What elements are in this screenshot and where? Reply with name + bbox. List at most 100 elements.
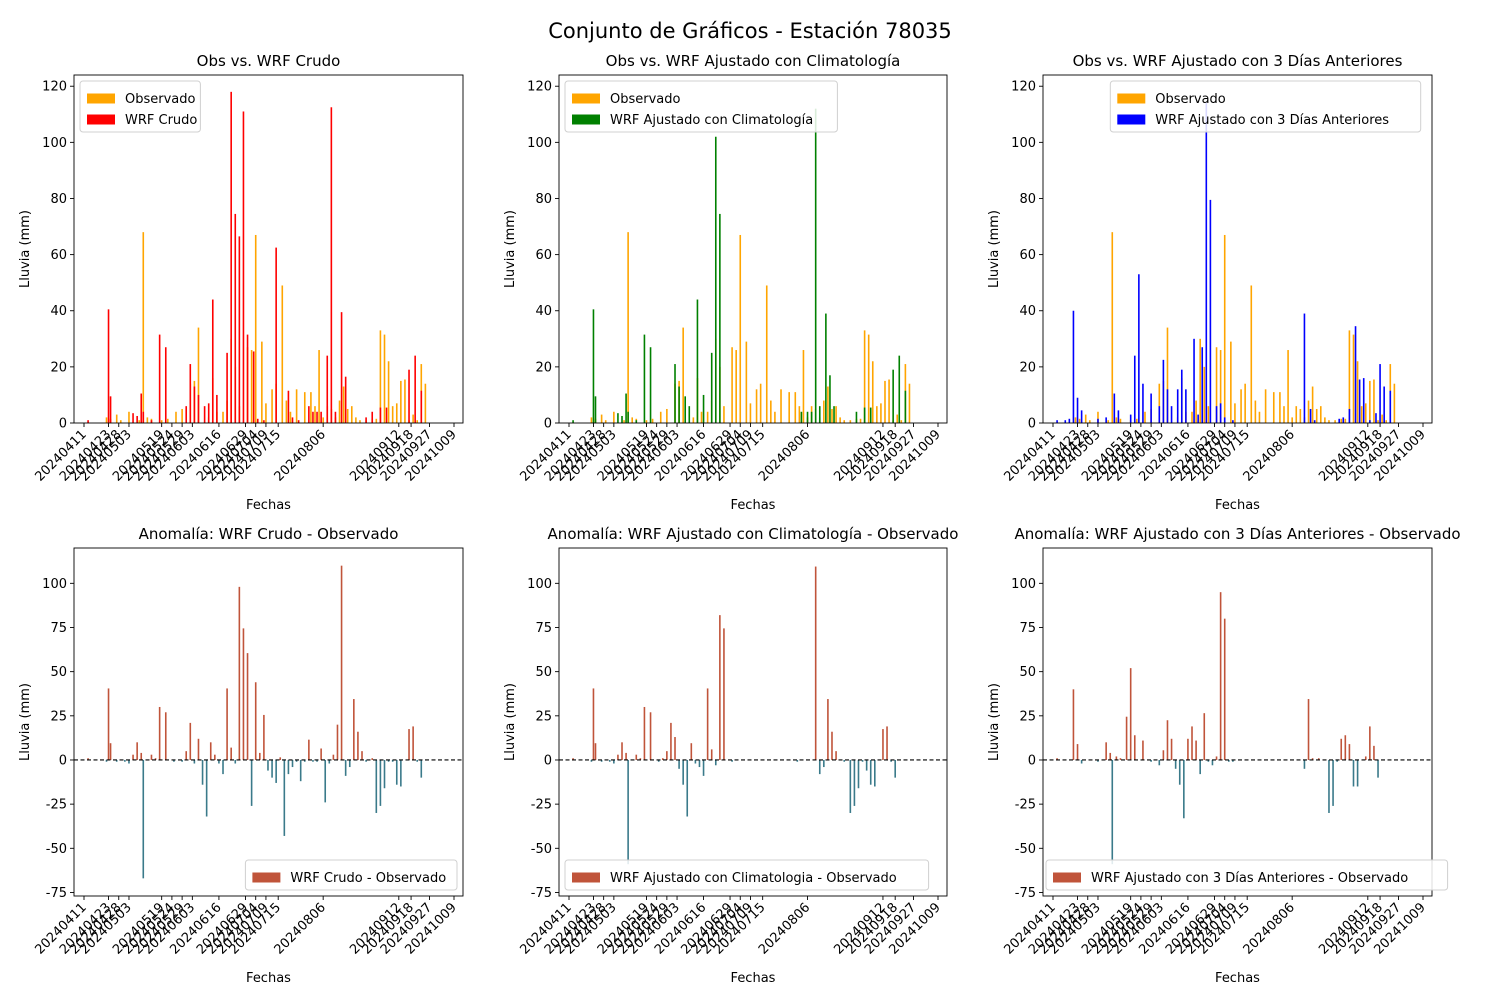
bar-s0-26 — [1223, 234, 1226, 423]
bar-s1-22 — [814, 108, 817, 424]
bar-s0-42 — [287, 759, 290, 775]
bar-s0-57 — [400, 380, 402, 423]
bar-s0-68 — [395, 759, 398, 785]
y-tick-label: 75 — [1019, 621, 1036, 636]
bar-s1-36 — [330, 107, 333, 424]
bar-s0-1 — [1078, 418, 1081, 423]
bar-s0-13 — [1142, 740, 1144, 760]
y-tick-label: -75 — [46, 886, 67, 901]
figure-title: Conjunto de Gráficos - Estación 78035 — [548, 19, 952, 43]
bar-s1-32 — [904, 390, 907, 423]
bar-s1-17 — [1166, 389, 1169, 423]
bar-s0-5 — [1107, 420, 1109, 423]
bar-s0-2 — [592, 688, 595, 760]
bar-s0-11 — [1129, 668, 1132, 760]
legend-entry: WRF Ajustado con Climatologia - Observad… — [610, 871, 897, 886]
bar-s1-42 — [1379, 364, 1381, 423]
x-axis-label: Fechas — [246, 971, 291, 986]
bar-s0-26 — [739, 234, 742, 423]
bar-s0-22 — [686, 759, 689, 817]
bar-s0-9 — [625, 752, 627, 760]
bar-s0-27 — [261, 341, 263, 423]
y-axis-label: Lluvia (mm) — [987, 210, 1002, 288]
bar-s0-69 — [400, 759, 402, 787]
legend: WRF Crudo - Observado — [244, 859, 458, 891]
bar-s0-44 — [1352, 759, 1355, 787]
bar-s0-7 — [1111, 759, 1114, 865]
bar-s0-3 — [604, 420, 607, 423]
bar-s0-2 — [1076, 744, 1079, 760]
bar-s0-23 — [690, 743, 693, 760]
bar-s0-49 — [849, 420, 852, 423]
bar-s1-1 — [107, 309, 110, 423]
bar-s1-34 — [1338, 418, 1340, 423]
y-tick-label: 60 — [50, 248, 67, 263]
bar-s0-2 — [115, 414, 118, 423]
bar-s0-6 — [142, 232, 145, 423]
y-tick-label: 50 — [535, 665, 552, 680]
bar-s0-28 — [710, 749, 713, 760]
bar-s0-50 — [1340, 418, 1343, 423]
bar-s1-44 — [1389, 390, 1392, 423]
bar-s0-42 — [1344, 735, 1347, 760]
bar-s0-48 — [312, 759, 314, 762]
bar-s0-3 — [1080, 759, 1083, 764]
bar-s0-32 — [770, 400, 772, 423]
bar-s0-42 — [853, 759, 856, 806]
y-tick-label: 120 — [1011, 80, 1036, 95]
bar-s1-5 — [1080, 410, 1083, 423]
bar-s0-35 — [1272, 392, 1275, 423]
bar-s0-40 — [279, 757, 282, 760]
bar-s1-26 — [263, 420, 265, 423]
bar-s1-26 — [1209, 199, 1212, 423]
bar-s0-45 — [299, 759, 302, 782]
bar-s0-54 — [871, 361, 874, 423]
bar-s1-24 — [825, 313, 827, 423]
bar-s0-37 — [798, 406, 801, 423]
bar-s0-34 — [1303, 759, 1306, 769]
bar-s0-14 — [164, 712, 167, 760]
bar-s0-2 — [107, 688, 110, 760]
y-axis-label: Lluvia (mm) — [987, 683, 1002, 761]
bar-s0-8 — [1115, 756, 1118, 760]
bar-s1-27 — [855, 411, 858, 423]
legend-entry: Observado — [1155, 92, 1226, 107]
plot-frame — [73, 547, 464, 897]
bar-s0-10 — [1125, 716, 1128, 760]
bar-s0-4 — [613, 411, 615, 423]
bar-s0-40 — [1336, 759, 1338, 762]
bar-s0-25 — [1199, 759, 1201, 775]
bar-s0-9 — [1119, 758, 1122, 760]
bar-s1-7 — [635, 420, 638, 423]
y-tick-label: -75 — [1015, 886, 1036, 901]
bar-s0-37 — [314, 406, 316, 423]
bar-s1-11 — [678, 386, 680, 423]
y-axis-label: Lluvia (mm) — [18, 210, 33, 288]
bar-s0-53 — [867, 334, 870, 423]
bar-s0-31 — [765, 285, 768, 423]
bar-s0-2 — [600, 414, 603, 423]
bar-s0-16 — [692, 417, 695, 423]
y-tick-label: 0 — [59, 753, 67, 768]
y-tick-label: 40 — [50, 304, 67, 319]
bar-s0-4 — [115, 759, 118, 762]
bars — [1056, 103, 1396, 423]
y-tick-label: 25 — [1019, 709, 1036, 724]
bar-s0-29 — [1240, 389, 1242, 423]
bar-s1-4 — [136, 415, 138, 423]
bar-s0-1 — [590, 759, 593, 762]
bar-s0-28 — [265, 403, 267, 423]
bar-s0-0 — [105, 417, 108, 423]
chart-panel-3: 0204060801001202024041120240423202404282… — [987, 52, 1433, 513]
bar-s0-34 — [295, 389, 298, 423]
bars — [1056, 592, 1379, 865]
bar-s1-35 — [1342, 417, 1345, 423]
bar-s0-38 — [802, 350, 805, 423]
bar-s0-12 — [666, 408, 668, 423]
bar-s0-52 — [863, 330, 866, 423]
bar-s0-25 — [1219, 350, 1222, 423]
bar-s0-56 — [880, 403, 882, 423]
bar-s0-60 — [361, 751, 363, 760]
bar-s0-35 — [1307, 699, 1310, 760]
bar-s0-37 — [1317, 758, 1320, 760]
